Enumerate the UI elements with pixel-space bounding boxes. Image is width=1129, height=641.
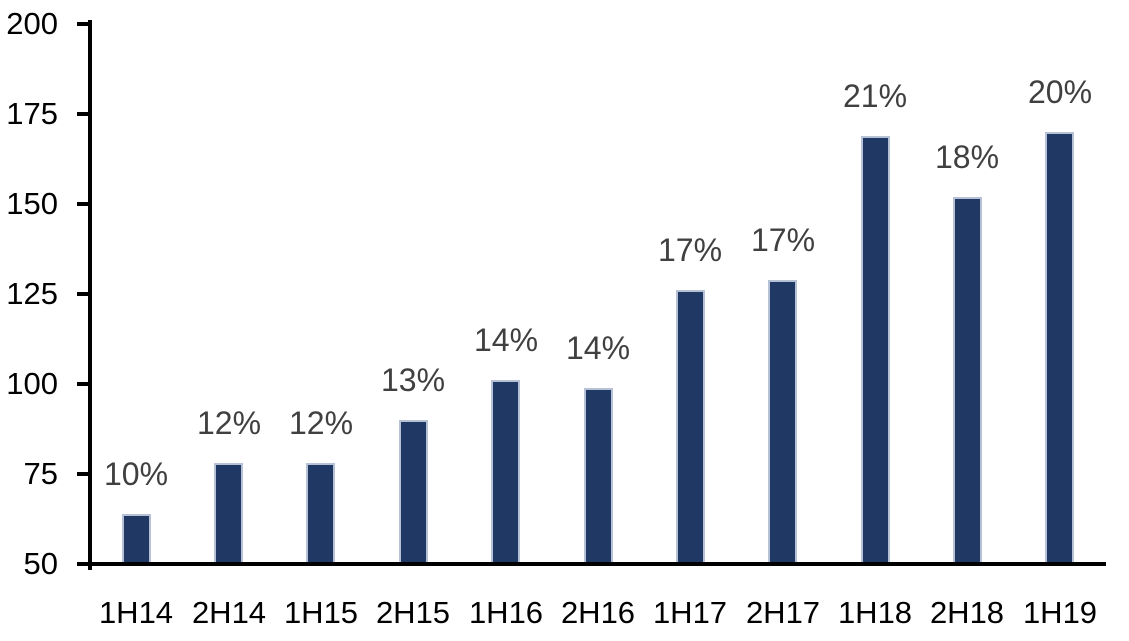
bar-value-label: 21% (842, 78, 908, 114)
bar-value-label: 12% (196, 405, 262, 441)
x-category-label: 1H14 (98, 595, 174, 630)
y-tick-label: 175 (6, 96, 58, 131)
bar-value-label: 10% (103, 456, 169, 492)
bar (676, 290, 705, 565)
y-tick-mark (77, 22, 90, 26)
x-category-label: 1H15 (283, 595, 359, 630)
y-tick-label: 200 (6, 6, 58, 41)
x-category-label: 1H19 (1022, 595, 1098, 630)
bar-value-label: 12% (288, 405, 354, 441)
y-tick-label: 100 (6, 366, 58, 401)
bar-value-label: 20% (1027, 74, 1093, 110)
y-tick-mark (77, 202, 90, 206)
y-tick-label: 125 (6, 276, 58, 311)
bar-value-label: 14% (565, 330, 631, 366)
bar (491, 380, 520, 565)
bar (953, 197, 982, 565)
bar-value-label: 14% (473, 322, 539, 358)
x-category-label: 2H14 (191, 595, 267, 630)
bar-value-label: 17% (657, 232, 723, 268)
bar-value-label: 18% (934, 139, 1000, 175)
x-axis-line (77, 562, 1106, 566)
bar (1045, 132, 1074, 565)
bar (399, 420, 428, 565)
x-category-label: 2H15 (375, 595, 451, 630)
y-axis-line (88, 20, 92, 570)
y-tick-label: 50 (23, 546, 58, 581)
bar (768, 280, 797, 565)
y-tick-label: 150 (6, 186, 58, 221)
bar (584, 388, 613, 565)
x-category-label: 2H16 (560, 595, 636, 630)
bar-value-label: 17% (750, 222, 816, 258)
bar-value-label: 13% (380, 362, 446, 398)
y-tick-mark (77, 382, 90, 386)
bar (306, 463, 335, 565)
x-category-label: 1H18 (837, 595, 913, 630)
bar (122, 514, 151, 565)
y-tick-mark (77, 292, 90, 296)
x-category-label: 1H16 (468, 595, 544, 630)
bar (214, 463, 243, 565)
y-tick-label: 75 (23, 456, 58, 491)
y-tick-mark (77, 472, 90, 476)
y-tick-mark (77, 112, 90, 116)
bar (861, 136, 890, 565)
x-category-label: 1H17 (652, 595, 728, 630)
x-category-label: 2H18 (929, 595, 1005, 630)
x-category-label: 2H17 (745, 595, 821, 630)
